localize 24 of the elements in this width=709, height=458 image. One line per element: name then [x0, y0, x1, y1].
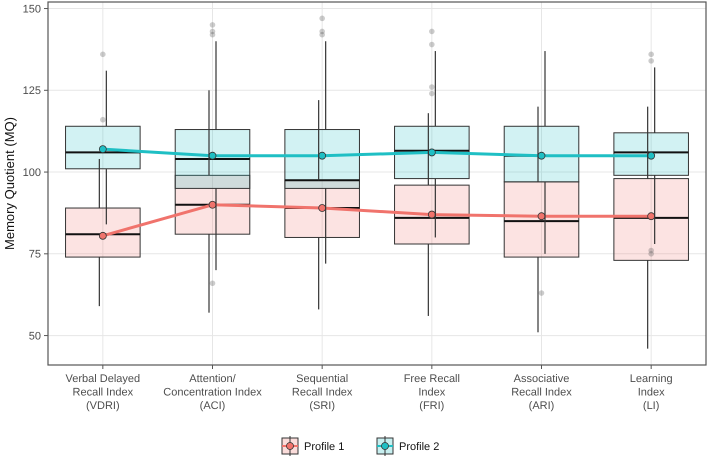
- point: [208, 200, 216, 209]
- y-tick-label: 100: [22, 166, 41, 179]
- point: [208, 152, 216, 160]
- y-tick-label: 50: [28, 330, 41, 342]
- y-tick-label: 150: [22, 3, 41, 16]
- y-tick-label: 75: [28, 248, 41, 261]
- point: [538, 152, 546, 160]
- y-tick-label: 125: [22, 85, 41, 98]
- point: [428, 148, 436, 156]
- y-axis-title: Memory Quotient (MQ): [2, 117, 17, 250]
- point: [538, 212, 546, 220]
- point: [428, 210, 436, 218]
- x-tick-label: Associative Recall Index (ARI): [511, 373, 572, 412]
- point: [318, 204, 326, 212]
- point: [98, 145, 107, 154]
- legend-label: Profile 1: [304, 440, 344, 453]
- point: [98, 232, 107, 240]
- point: [647, 212, 656, 220]
- x-tick-label: Free Recall Index (FRI): [404, 373, 460, 412]
- x-tick-label: Verbal Delayed Recall Index (VDRI): [66, 373, 140, 412]
- x-tick-label: Sequential Recall Index (SRI): [292, 373, 353, 412]
- legend-label: Profile 2: [399, 440, 440, 453]
- x-tick-label: Learning Index (LI): [630, 373, 673, 412]
- x-tick-label: Attention/ Concentration Index (ACI): [163, 373, 262, 412]
